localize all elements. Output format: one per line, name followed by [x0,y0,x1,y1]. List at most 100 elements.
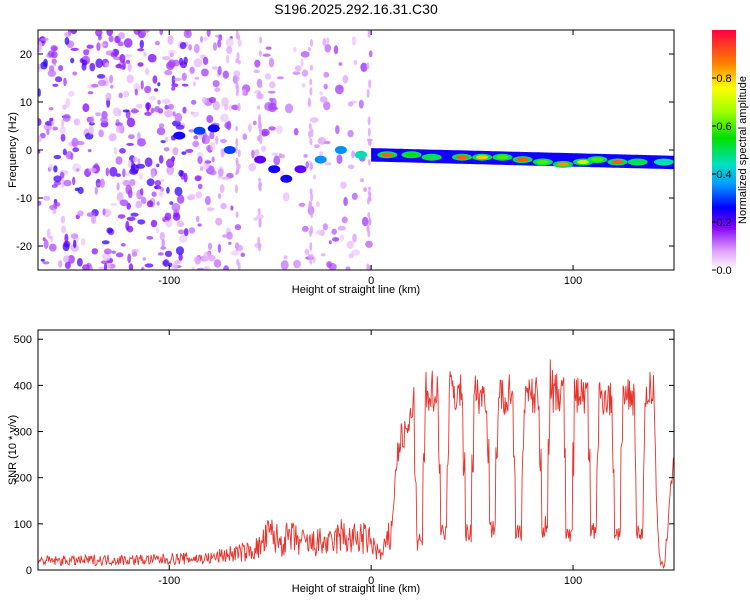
noise-speckle [157,99,161,105]
noise-speckle [178,229,185,235]
y-tick-label: 300 [14,427,32,439]
noise-speckle [83,49,90,56]
noise-speckle [363,187,367,193]
noise-streak [257,105,261,110]
noise-speckle [89,62,96,72]
noise-speckle [231,104,240,111]
noise-speckle [109,166,118,177]
noise-speckle [122,109,130,113]
noise-speckle [212,80,220,88]
noise-speckle [360,178,364,183]
noise-speckle [122,60,126,70]
noise-speckle [164,212,172,221]
noise-speckle [137,138,146,147]
noise-streak [368,79,372,89]
noise-speckle [72,147,80,153]
noise-speckle [322,38,327,47]
noise-streak [309,256,313,265]
noise-speckle [324,43,332,53]
noise-speckle [127,62,132,72]
noise-speckle [38,200,42,206]
noise-speckle [188,227,196,234]
noise-speckle [208,96,216,104]
noise-speckle [143,51,147,57]
noise-speckle [160,178,165,182]
noise-speckle [212,42,218,51]
noise-speckle [326,37,330,44]
noise-speckle [159,30,163,36]
noise-streak [366,224,370,231]
noise-speckle [171,203,181,212]
noise-streak [366,62,370,70]
top-x-axis: -100 0 100 [158,30,582,287]
noise-streak [237,262,241,270]
noise-speckle [81,62,87,71]
noise-speckle [360,62,368,72]
noise-speckle [339,234,345,242]
noise-streak [309,228,312,237]
noise-speckle [191,111,200,118]
noise-speckle [154,180,162,186]
noise-speckle [332,237,340,242]
noise-speckle [178,169,184,177]
noise-speckle [160,246,167,250]
noise-speckle [218,168,224,178]
noise-speckle [166,186,170,194]
y-tick-label: 400 [14,380,32,392]
noise-speckle [55,76,63,83]
noise-speckle [96,182,101,186]
noise-speckle [70,233,79,240]
noise-speckle [224,122,231,129]
noise-speckle [215,217,223,226]
noise-speckle [345,266,351,270]
noise-speckle [53,154,62,160]
noise-speckle [127,159,132,169]
ridge-core [358,152,364,157]
noise-speckle [203,265,211,270]
noise-speckle [150,107,155,114]
noise-speckle [228,241,232,245]
noise-speckle [323,71,330,78]
noise-speckle [328,240,332,245]
snr-panel: -100 0 100 0 100 200 300 400 500 Height of stra… [7,329,675,595]
noise-speckle [116,125,123,133]
noise-speckle [88,167,97,173]
noise-speckle [176,220,185,228]
noise-speckle [195,191,203,199]
noise-speckle [336,154,343,164]
y-tick-label: 20 [20,49,32,61]
noise-speckle [215,135,219,145]
noise-speckle [353,59,358,66]
noise-speckle [242,133,248,140]
x-tick-label: 100 [564,275,582,287]
noise-speckle [161,56,171,61]
chart-title: S196.2025.292.16.31.C30 [274,1,438,17]
ridge-core [381,152,394,157]
noise-speckle [60,133,66,142]
noise-speckle [139,39,144,49]
noise-speckle [73,239,77,249]
noise-streak [258,177,261,182]
noise-streak [307,254,311,259]
noise-speckle [323,83,328,90]
noise-speckle [43,195,51,201]
noise-speckle [126,216,136,221]
noise-speckle [117,214,126,219]
noise-speckle [276,76,284,80]
noise-speckle [217,243,222,253]
snr-series [38,359,674,569]
noise-speckle [240,252,246,257]
noise-streak [258,93,262,99]
noise-streak [237,149,241,158]
noise-speckle [189,66,195,74]
noise-speckle [125,59,131,64]
noise-speckle [193,58,203,68]
noise-speckle [346,240,354,249]
noise-speckle [203,36,208,42]
noise-speckle [64,261,71,269]
noise-speckle [62,148,67,156]
noise-speckle [300,51,310,58]
noise-speckle [253,217,259,221]
noise-speckle [146,200,154,208]
